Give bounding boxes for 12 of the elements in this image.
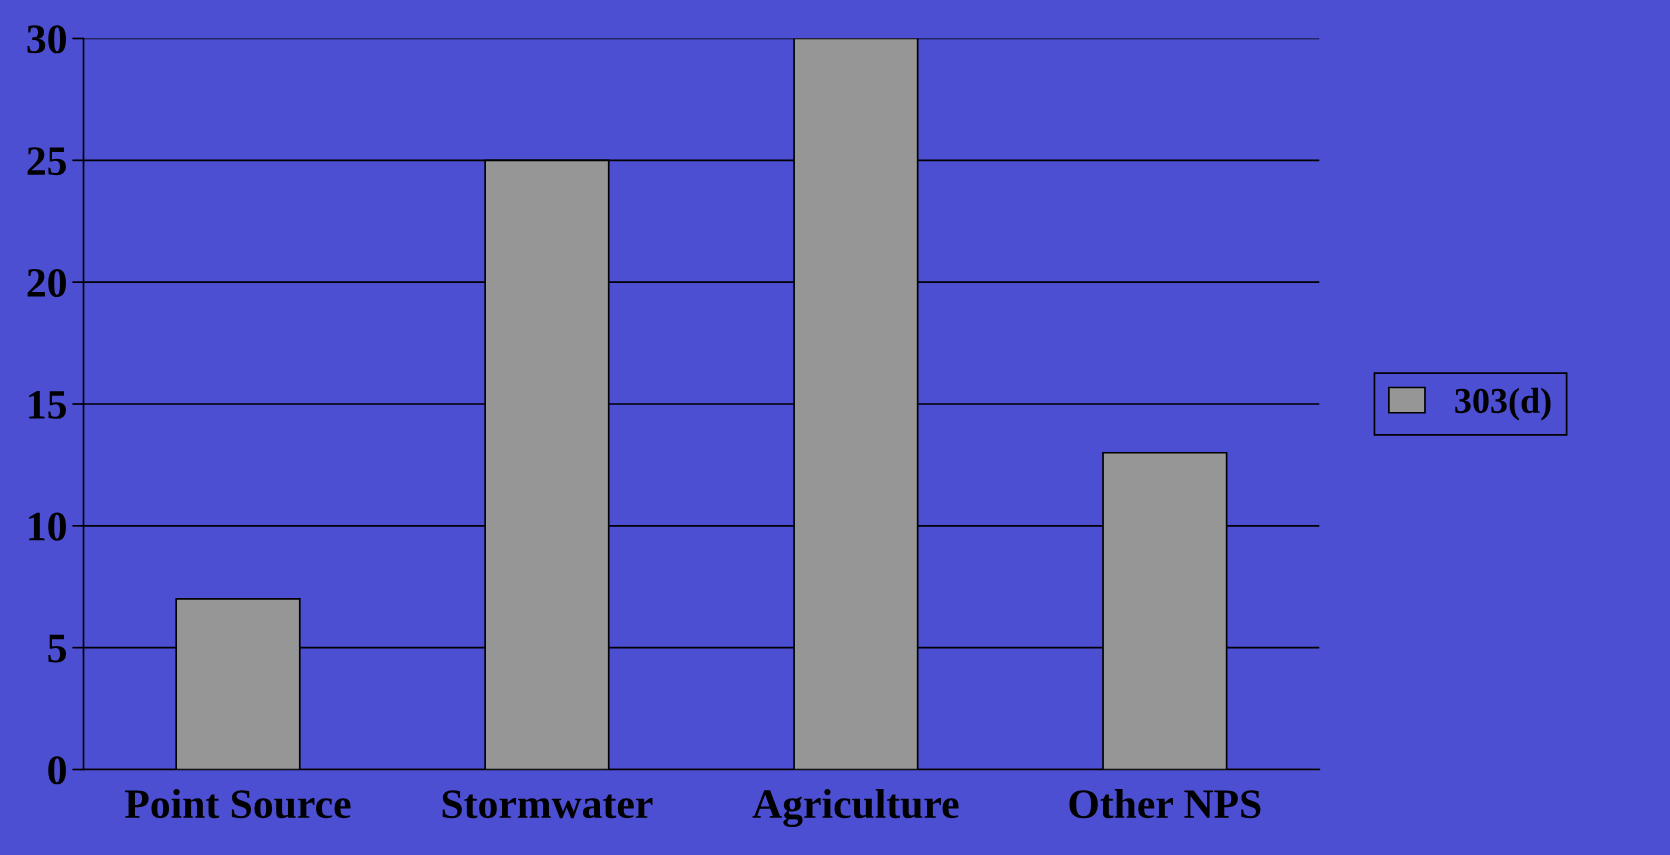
x-tick-label: Stormwater xyxy=(442,790,653,819)
y-tick-label: 30 xyxy=(27,25,66,54)
x-tick-label: Other NPS xyxy=(1069,788,1261,819)
x-tick-label: Point Source xyxy=(125,788,351,819)
y-tick-label: 15 xyxy=(29,390,66,419)
y-tick-label: 0 xyxy=(48,756,66,785)
y-tick-label: 10 xyxy=(29,512,66,541)
y-tick-label: 20 xyxy=(27,268,66,298)
y-tick-label: 25 xyxy=(27,147,66,176)
legend-label: 303(d) xyxy=(1455,387,1551,421)
x-tick-label: Agriculture xyxy=(752,788,959,828)
y-tick-label: 5 xyxy=(48,634,66,663)
